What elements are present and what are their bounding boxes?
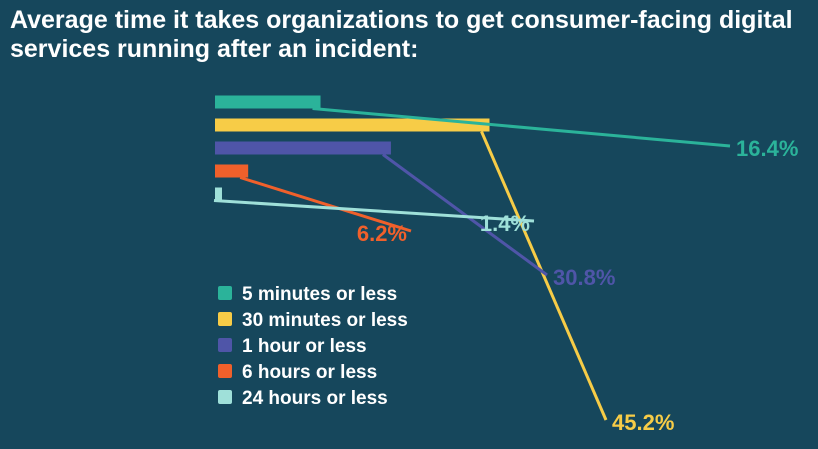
legend-swatch-30-minutes-or-less bbox=[218, 312, 232, 326]
value-labels: 16.4% 45.2% 30.8% 6.2% 1.4% bbox=[357, 136, 799, 435]
legend-swatch-24-hours-or-less bbox=[218, 390, 232, 404]
leader-lines bbox=[213, 107, 731, 421]
legend-label-5-minutes-or-less: 5 minutes or less bbox=[242, 284, 397, 305]
legend-item-30-minutes-or-less: 30 minutes or less bbox=[218, 310, 408, 331]
value-label-6-hours-or-less: 6.2% bbox=[357, 221, 407, 246]
value-label-30-minutes-or-less: 45.2% bbox=[612, 410, 674, 435]
legend-label-1-hour-or-less: 1 hour or less bbox=[242, 336, 367, 357]
legend-label-30-minutes-or-less: 30 minutes or less bbox=[242, 310, 408, 331]
value-label-5-minutes-or-less: 16.4% bbox=[736, 136, 798, 161]
legend-item-24-hours-or-less: 24 hours or less bbox=[218, 388, 388, 409]
leader-line-1-hour-or-less bbox=[382, 153, 548, 277]
leader-line-24-hours-or-less bbox=[213, 199, 535, 223]
leader-line-6-hours-or-less bbox=[239, 176, 412, 233]
leader-line-30-minutes-or-less bbox=[480, 130, 608, 421]
legend-swatch-1-hour-or-less bbox=[218, 338, 232, 352]
bar-tracks bbox=[215, 95, 490, 201]
value-label-24-hours-or-less: 1.4% bbox=[480, 211, 530, 236]
legend-item-1-hour-or-less: 1 hour or less bbox=[218, 336, 367, 357]
legend-swatch-5-minutes-or-less bbox=[218, 286, 232, 300]
chart-title: Average time it takes organizations to g… bbox=[10, 6, 793, 63]
legend-item-6-hours-or-less: 6 hours or less bbox=[218, 362, 377, 383]
leader-line-5-minutes-or-less bbox=[312, 107, 731, 148]
value-label-1-hour-or-less: 30.8% bbox=[553, 265, 615, 290]
legend: 5 minutes or less 30 minutes or less 1 hou… bbox=[218, 284, 408, 409]
legend-item-5-minutes-or-less: 5 minutes or less bbox=[218, 284, 397, 305]
legend-swatch-6-hours-or-less bbox=[218, 364, 232, 378]
legend-label-24-hours-or-less: 24 hours or less bbox=[242, 388, 388, 409]
legend-label-6-hours-or-less: 6 hours or less bbox=[242, 362, 377, 383]
